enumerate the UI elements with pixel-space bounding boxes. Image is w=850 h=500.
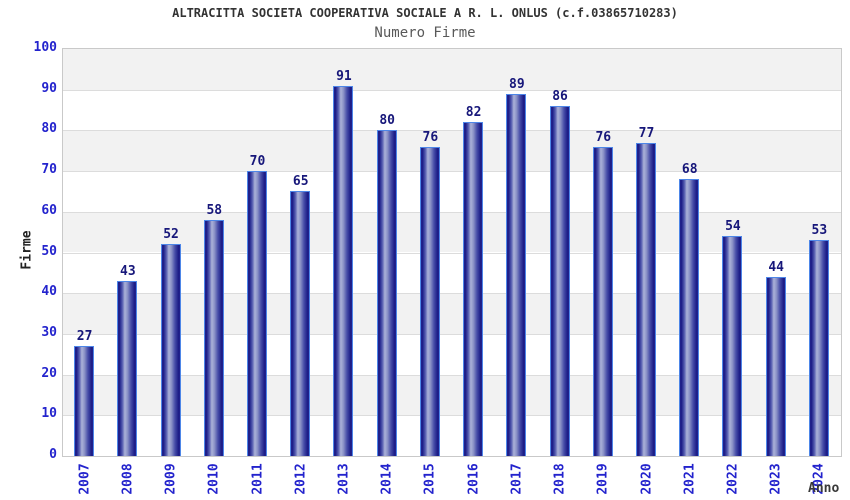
x-tick-label: 2017	[509, 463, 525, 495]
bar-2019	[592, 146, 613, 456]
bar-value-label: 77	[638, 125, 655, 141]
y-tick-label: 60	[41, 202, 57, 218]
x-tick-label: 2007	[77, 463, 93, 495]
bar-2009	[160, 244, 181, 456]
bar-2008	[117, 281, 138, 456]
y-tick-label: 20	[41, 365, 57, 381]
x-tick-label: 2019	[595, 463, 611, 495]
bar-value-label: 76	[595, 129, 612, 145]
plot-band	[63, 333, 841, 375]
y-tick-label: 70	[41, 162, 57, 178]
x-tick-label: 2018	[552, 463, 568, 495]
x-tick-label: 2013	[336, 463, 352, 495]
y-tick-label: 0	[49, 447, 57, 462]
bar-value-label: 68	[681, 162, 698, 178]
bar-value-label: 76	[422, 129, 439, 145]
plot-band	[63, 374, 841, 416]
bar-value-label: 53	[811, 223, 828, 239]
gridline	[63, 374, 841, 376]
bar-2007	[74, 346, 95, 456]
bar-2022	[722, 236, 743, 456]
bar-value-label: 82	[465, 105, 482, 121]
x-tick-label: 2009	[163, 463, 179, 495]
y-tick-label: 30	[41, 324, 57, 340]
bar-value-label: 65	[292, 174, 309, 190]
bar-2013	[333, 85, 354, 456]
gridline	[63, 89, 841, 91]
gridline	[63, 211, 841, 213]
x-tick-label: 2023	[768, 463, 784, 495]
x-tick-label: 2020	[639, 463, 654, 495]
bar-value-label: 91	[336, 68, 352, 84]
bar-2010	[203, 219, 224, 456]
bar-2014	[376, 130, 397, 456]
x-tick-label: 2016	[466, 463, 482, 495]
chart-title: ALTRACITTA SOCIETA COOPERATIVA SOCIALE A…	[172, 6, 678, 20]
bar-value-label: 70	[249, 154, 266, 170]
gridline	[63, 171, 841, 173]
bar-2012	[290, 191, 311, 456]
x-tick-label: 2022	[725, 463, 741, 495]
plot-band	[63, 49, 841, 90]
x-tick-label: 2011	[250, 463, 265, 495]
gridline	[63, 130, 841, 132]
bar-value-label: 44	[768, 259, 784, 275]
bar-2024	[808, 240, 829, 456]
plot-band	[63, 89, 841, 131]
x-tick-label: 2014	[379, 463, 395, 495]
x-tick-label: 2015	[422, 463, 438, 495]
y-tick-label: 40	[41, 284, 57, 300]
x-tick-label: 2021	[682, 463, 698, 495]
plot-area: 27 43 52 58 70 65 91 80 76 82 89 86 76 77 68 54 44 53	[62, 48, 842, 457]
x-axis-title: Anno	[808, 481, 840, 496]
y-tick-label: 80	[41, 121, 57, 137]
bar-2018	[549, 105, 570, 456]
bar-2011	[247, 171, 267, 456]
y-tick-label: 50	[41, 243, 57, 259]
bar-2016	[463, 122, 484, 456]
bar-value-label: 80	[379, 113, 395, 129]
gridline	[63, 252, 841, 254]
x-tick-label: 2012	[293, 463, 309, 495]
plot-band	[63, 171, 841, 212]
plot-band	[63, 415, 841, 456]
plot-band	[63, 211, 841, 253]
plot-band	[63, 130, 841, 172]
bar-value-label: 54	[725, 219, 741, 235]
gridline	[63, 415, 841, 417]
bar-2021	[679, 179, 700, 456]
gridline	[63, 333, 841, 335]
bar-value-label: 43	[120, 264, 136, 279]
bar-2020	[636, 142, 656, 456]
y-tick-label: 10	[41, 406, 57, 422]
bar-value-label: 89	[509, 76, 525, 92]
bar-value-label: 58	[206, 202, 223, 218]
bar-2015	[419, 146, 440, 456]
x-tick-label: 2008	[120, 463, 136, 495]
plot-band	[63, 252, 841, 294]
y-tick-label: 100	[33, 40, 57, 55]
bar-value-label: 27	[76, 329, 93, 345]
bar-value-label: 86	[552, 88, 568, 104]
bar-value-label: 52	[163, 227, 179, 243]
bar-2017	[506, 93, 527, 456]
x-tick-label: 2010	[206, 463, 222, 495]
y-tick-label: 90	[41, 80, 57, 96]
plot-band	[63, 293, 841, 334]
bar-2023	[765, 276, 786, 456]
gridline	[63, 293, 841, 295]
chart-subtitle: Numero Firme	[374, 25, 476, 41]
